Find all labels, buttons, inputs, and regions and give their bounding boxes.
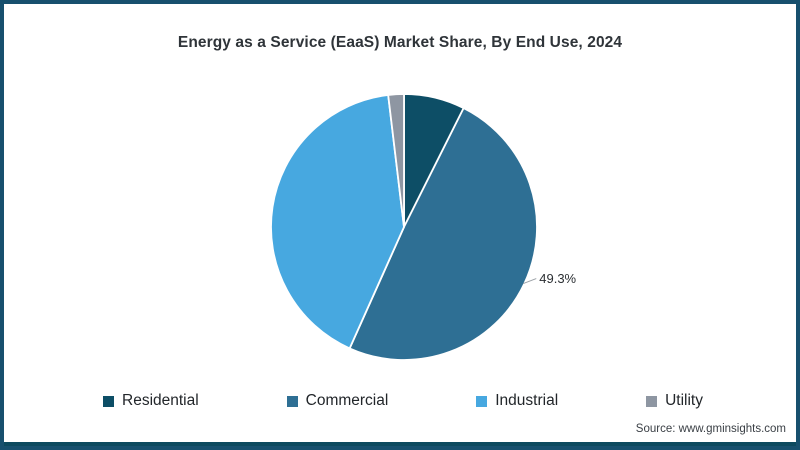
pie-chart: 49.3%: [270, 93, 577, 361]
pie-slices: [270, 93, 538, 361]
legend-label-utility: Utility: [665, 392, 703, 409]
legend-label-residential: Residential: [122, 392, 199, 409]
pie-slice-industrial: [270, 94, 405, 350]
legend: Residential Commercial Industrial Utilit…: [103, 392, 703, 410]
chart-title: Energy as a Service (EaaS) Market Share,…: [177, 34, 623, 51]
legend-item-utility: Utility: [646, 392, 703, 410]
pie-slice-commercial: [348, 107, 538, 361]
pie-slice-utility: [387, 93, 405, 228]
legend-swatch-commercial: [286, 395, 298, 407]
legend-item-industrial: Industrial: [476, 392, 558, 410]
legend-label-commercial: Commercial: [305, 392, 389, 409]
slice-value-label: 49.3%: [539, 271, 576, 286]
legend-item-residential: Residential: [103, 392, 199, 410]
legend-label-industrial: Industrial: [495, 392, 559, 409]
source-attribution: Source: www.gminsights.com: [635, 423, 786, 435]
legend-swatch-residential: [103, 395, 114, 407]
legend-swatch-industrial: [476, 395, 488, 407]
legend-swatch-utility: [646, 395, 658, 407]
label-leader-line: [523, 278, 537, 285]
bottom-accent-bar: [4, 442, 796, 446]
legend-item-commercial: Commercial: [286, 392, 389, 410]
